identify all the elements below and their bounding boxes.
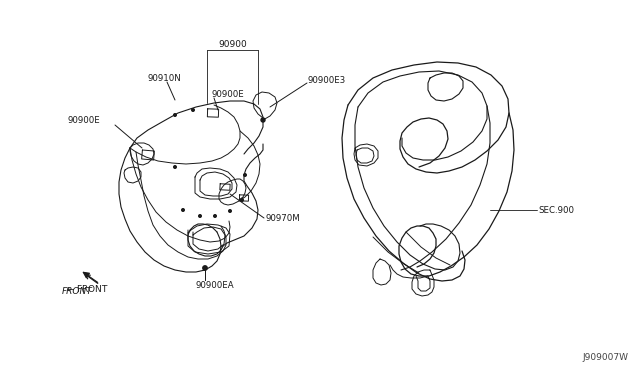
- Circle shape: [261, 118, 265, 122]
- Text: 90900E: 90900E: [212, 90, 244, 99]
- Circle shape: [173, 166, 176, 168]
- Text: SEC.900: SEC.900: [538, 205, 574, 215]
- Circle shape: [203, 266, 207, 270]
- Circle shape: [241, 199, 243, 201]
- Text: J909007W: J909007W: [582, 353, 628, 362]
- Text: 90970M: 90970M: [265, 214, 300, 222]
- Circle shape: [173, 114, 176, 116]
- Text: 90910N: 90910N: [148, 74, 182, 83]
- Text: 90900: 90900: [219, 39, 248, 48]
- Text: 90900E: 90900E: [68, 115, 100, 125]
- Circle shape: [192, 109, 195, 111]
- Circle shape: [214, 215, 216, 217]
- Text: $\leftarrow$FRONT: $\leftarrow$FRONT: [65, 282, 109, 294]
- Text: 90900E3: 90900E3: [308, 76, 346, 84]
- Circle shape: [182, 209, 184, 211]
- Text: FRONT: FRONT: [62, 288, 93, 296]
- Circle shape: [228, 210, 231, 212]
- Text: 90900EA: 90900EA: [195, 280, 234, 289]
- Circle shape: [198, 215, 202, 217]
- Circle shape: [244, 174, 246, 176]
